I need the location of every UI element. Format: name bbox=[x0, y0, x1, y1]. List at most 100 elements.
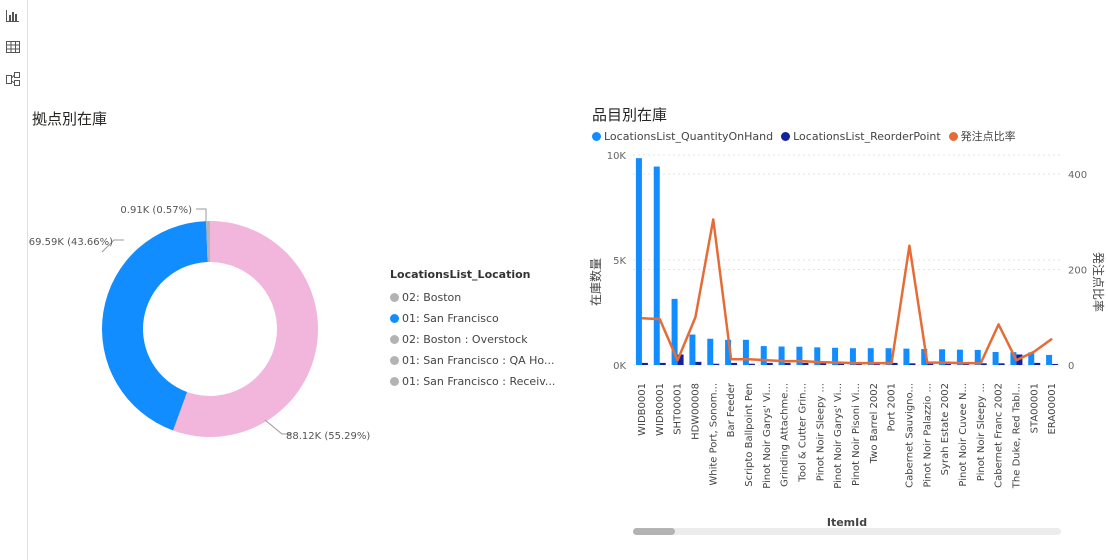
x-tick-label: The Duke, Red Tabl... bbox=[1011, 383, 1022, 489]
bar-quantity-on-hand[interactable] bbox=[635, 158, 642, 365]
label-leader-pink bbox=[264, 419, 292, 435]
legend-item-reorder-ratio[interactable]: 発注点比率 bbox=[948, 128, 1016, 144]
x-tick-label: Cabernet Franc 2002 bbox=[994, 383, 1005, 488]
bar-reorder-point[interactable] bbox=[909, 363, 916, 365]
bar-quantity-on-hand[interactable] bbox=[849, 348, 856, 365]
scrollbar-track[interactable] bbox=[633, 528, 1061, 535]
bar-reorder-point[interactable] bbox=[802, 362, 809, 365]
bar-reorder-point[interactable] bbox=[998, 363, 1005, 365]
y-left-axis-title: 在庫数量 bbox=[588, 258, 603, 306]
legend-label: 02: Boston bbox=[402, 291, 462, 304]
donut-slice-boston-overstock[interactable] bbox=[206, 221, 210, 263]
bar-quantity-on-hand[interactable] bbox=[921, 349, 928, 365]
legend-item-boston[interactable]: 02: Boston bbox=[390, 287, 555, 308]
bar-reorder-point[interactable] bbox=[695, 361, 702, 365]
bar-quantity-on-hand[interactable] bbox=[1010, 352, 1017, 365]
bar-quantity-on-hand[interactable] bbox=[903, 348, 910, 365]
legend-item-san-francisco[interactable]: 01: San Francisco bbox=[390, 308, 555, 329]
bar-quantity-on-hand[interactable] bbox=[832, 347, 839, 365]
bar-reorder-point[interactable] bbox=[641, 362, 648, 365]
legend-dot bbox=[390, 377, 399, 386]
bar-reorder-point[interactable] bbox=[659, 362, 666, 365]
bar-reorder-point[interactable] bbox=[855, 362, 862, 365]
line-reorder-ratio[interactable] bbox=[641, 218, 1053, 365]
bar-reorder-point[interactable] bbox=[748, 363, 755, 365]
donut-slice-boston[interactable] bbox=[173, 221, 319, 437]
x-tick-label: Pinot Noir Sleepy ... bbox=[815, 383, 826, 481]
data-label-san-francisco: 69.59K (43.66%) bbox=[29, 237, 113, 248]
bar-reorder-point[interactable] bbox=[980, 363, 987, 365]
legend-label: 01: San Francisco : QA Ho... bbox=[402, 354, 555, 367]
bar-quantity-on-hand[interactable] bbox=[939, 349, 946, 365]
x-tick-label: Pinot Noir Garys' Vi... bbox=[762, 383, 773, 489]
bar-quantity-on-hand[interactable] bbox=[653, 166, 660, 365]
legend-item-boston-overstock[interactable]: 02: Boston : Overstock bbox=[390, 329, 555, 350]
bar-quantity-on-hand[interactable] bbox=[778, 346, 785, 365]
bar-quantity-on-hand[interactable] bbox=[992, 351, 999, 365]
y-left-tick: 5K bbox=[613, 256, 626, 267]
x-tick-label: Scripto Ballpoint Pen bbox=[744, 383, 755, 487]
x-tick-label: Pinot Noir Sleepy ... bbox=[976, 383, 987, 481]
bar-reorder-point[interactable] bbox=[1052, 363, 1059, 365]
data-label-boston: 88.12K (55.29%) bbox=[286, 431, 370, 442]
bar-quantity-on-hand[interactable] bbox=[956, 349, 963, 365]
x-axis-labels: WIDB0001 WIDR0001 SHT00001 HDW00008 White Po… bbox=[637, 382, 1058, 489]
bar-quantity-on-hand[interactable] bbox=[1028, 352, 1035, 365]
bar-series bbox=[635, 158, 1059, 366]
bar-reorder-point[interactable] bbox=[713, 363, 720, 365]
bar-reorder-point[interactable] bbox=[891, 362, 898, 365]
bar-quantity-on-hand[interactable] bbox=[725, 339, 732, 365]
bar-quantity-on-hand[interactable] bbox=[867, 348, 874, 365]
bar-reorder-point[interactable] bbox=[1034, 362, 1041, 365]
donut-slice-san-francisco[interactable] bbox=[101, 221, 208, 431]
table-icon[interactable] bbox=[5, 39, 21, 55]
bar-reorder-point[interactable] bbox=[766, 362, 773, 365]
bar-reorder-point[interactable] bbox=[677, 354, 684, 366]
bar-quantity-on-hand[interactable] bbox=[689, 334, 696, 365]
legend-dot bbox=[390, 356, 399, 365]
bar-reorder-point[interactable] bbox=[945, 363, 952, 365]
bar-reorder-point[interactable] bbox=[873, 362, 880, 365]
x-tick-label: Port 2001 bbox=[887, 383, 898, 431]
legend-dot bbox=[948, 131, 958, 141]
bar-reorder-point[interactable] bbox=[838, 362, 845, 365]
legend-dot bbox=[592, 131, 601, 141]
data-label-overstock: 0.91K (0.57%) bbox=[120, 205, 192, 216]
bar-quantity-on-hand[interactable] bbox=[760, 346, 767, 365]
legend-dot bbox=[390, 335, 399, 344]
bar-reorder-point[interactable] bbox=[1016, 354, 1023, 366]
bar-quantity-on-hand[interactable] bbox=[885, 348, 892, 365]
x-tick-label: Pinot Noir Pisoni Vi... bbox=[851, 383, 862, 486]
legend-item-sf-receiving[interactable]: 01: San Francisco : Receiv... bbox=[390, 371, 555, 392]
bar-quantity-on-hand[interactable] bbox=[671, 298, 678, 365]
legend-label: LocationsList_ReorderPoint bbox=[793, 129, 941, 143]
bar-quantity-on-hand[interactable] bbox=[974, 349, 981, 365]
donut-legend-title: LocationsList_Location bbox=[390, 268, 531, 281]
legend-label: 01: San Francisco bbox=[402, 312, 499, 325]
x-tick-label: Pinot Noir Garys' Vi... bbox=[833, 383, 844, 489]
bar-chart-icon[interactable] bbox=[5, 8, 21, 24]
x-tick-label: ERA00001 bbox=[1047, 383, 1058, 435]
x-tick-label: Pinot Noir Palazzio ... bbox=[922, 383, 933, 488]
view-rail bbox=[0, 0, 28, 560]
bar-quantity-on-hand[interactable] bbox=[814, 347, 821, 365]
bar-quantity-on-hand[interactable] bbox=[742, 339, 749, 365]
x-tick-label: SHT00001 bbox=[673, 383, 684, 435]
bar-quantity-on-hand[interactable] bbox=[707, 338, 714, 365]
model-icon[interactable] bbox=[5, 71, 21, 87]
bar-quantity-on-hand[interactable] bbox=[796, 346, 803, 365]
combo-title: 品目別在庫 bbox=[592, 106, 668, 124]
bar-reorder-point[interactable] bbox=[820, 362, 827, 365]
legend-item-sf-qa[interactable]: 01: San Francisco : QA Ho... bbox=[390, 350, 555, 371]
bar-quantity-on-hand[interactable] bbox=[1046, 354, 1053, 365]
bar-reorder-point[interactable] bbox=[784, 362, 791, 365]
scrollbar-thumb[interactable] bbox=[633, 528, 675, 535]
legend-item-reorder-point[interactable]: LocationsList_ReorderPoint bbox=[781, 128, 941, 144]
legend-item-quantity-on-hand[interactable]: LocationsList_QuantityOnHand bbox=[592, 128, 773, 144]
bar-reorder-point[interactable] bbox=[927, 363, 934, 365]
bar-reorder-point[interactable] bbox=[962, 363, 969, 365]
bar-reorder-point[interactable] bbox=[731, 362, 738, 365]
donut-chart[interactable]: 88.12K (55.29%) 69.59K (43.66%) 0.91K (0… bbox=[29, 190, 410, 490]
x-tick-label: HDW00008 bbox=[690, 383, 701, 440]
combo-legend: LocationsList_QuantityOnHand LocationsLi… bbox=[592, 128, 1024, 144]
